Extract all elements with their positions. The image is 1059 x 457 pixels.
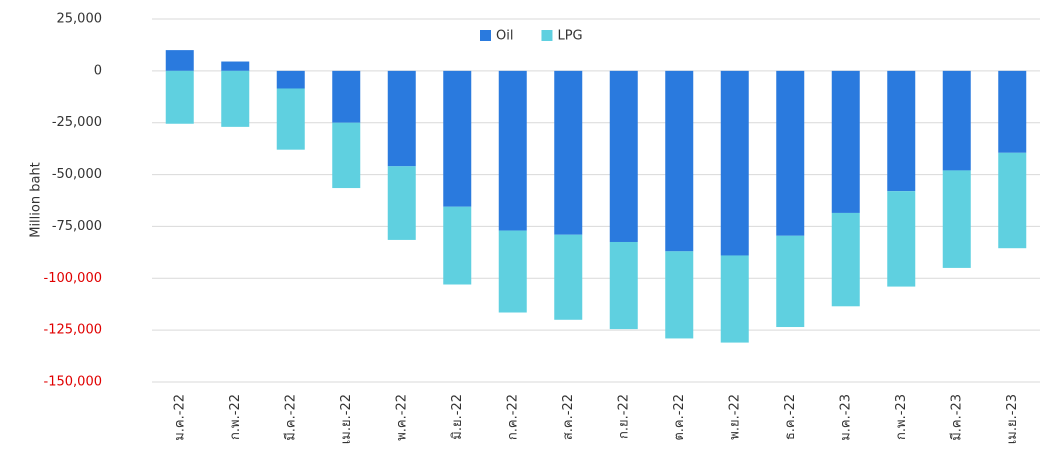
bar <box>387 70 416 167</box>
bar <box>609 241 638 330</box>
bar <box>720 70 749 256</box>
legend-label: LPG <box>557 29 582 44</box>
bar <box>332 122 361 189</box>
y-axis-title: Million baht <box>29 162 44 238</box>
y-tick-label: 25,000 <box>57 12 103 27</box>
bar <box>665 251 694 339</box>
bar <box>221 70 250 127</box>
bar <box>831 70 860 213</box>
x-tick-label: ก.ย.-22 <box>616 394 631 439</box>
bar <box>776 235 805 328</box>
bar <box>276 70 305 89</box>
bar <box>498 70 527 231</box>
x-tick-label: เม.ย.-23 <box>1005 394 1020 444</box>
y-tick-label: -50,000 <box>52 167 102 182</box>
x-tick-label: พ.ย.-22 <box>727 394 742 440</box>
legend-label: Oil <box>496 29 513 44</box>
x-tick-label: มี.ค.-23 <box>948 394 964 441</box>
bar <box>831 212 860 307</box>
y-tick-label: -150,000 <box>44 375 102 390</box>
bar <box>665 70 694 252</box>
x-tick-label: มิ.ย.-22 <box>450 394 465 440</box>
x-tick-label: มี.ค.-22 <box>282 394 298 441</box>
bar <box>942 170 971 268</box>
bar <box>942 70 971 171</box>
bar <box>887 70 916 192</box>
x-tick-label: ม.ค.-22 <box>172 394 187 441</box>
x-tick-label: ก.ค.-22 <box>505 394 520 440</box>
bar <box>387 166 416 240</box>
x-tick-label: ต.ค.-22 <box>672 394 687 441</box>
legend-swatch <box>541 30 553 41</box>
y-tick-label: 0 <box>94 63 102 78</box>
y-tick-label: -100,000 <box>44 271 102 286</box>
bar <box>554 234 583 320</box>
bar <box>998 70 1027 153</box>
x-tick-label: ส.ค.-22 <box>561 394 576 440</box>
y-tick-label: -75,000 <box>52 219 102 234</box>
bar <box>443 206 472 285</box>
bar <box>554 70 583 235</box>
bar <box>443 70 472 207</box>
bar <box>776 70 805 236</box>
bar <box>165 70 194 124</box>
y-tick-label: -125,000 <box>44 323 102 338</box>
x-tick-label: เม.ย.-22 <box>339 394 354 444</box>
y-tick-label: -25,000 <box>52 115 102 130</box>
bar <box>276 88 305 150</box>
bar <box>609 70 638 242</box>
bar <box>998 152 1027 249</box>
bar <box>887 191 916 287</box>
x-tick-label: พ.ค.-22 <box>394 394 409 441</box>
bar <box>165 50 194 71</box>
x-tick-label: ก.พ.-22 <box>228 394 243 440</box>
x-tick-label: ก.พ.-23 <box>894 394 909 440</box>
x-tick-label: ม.ค.-23 <box>838 394 853 441</box>
bar <box>332 70 361 123</box>
x-tick-label: ธ.ค.-22 <box>783 394 798 440</box>
bar <box>498 230 527 313</box>
legend-swatch <box>480 30 491 41</box>
bar <box>221 61 250 71</box>
bar <box>720 255 749 343</box>
